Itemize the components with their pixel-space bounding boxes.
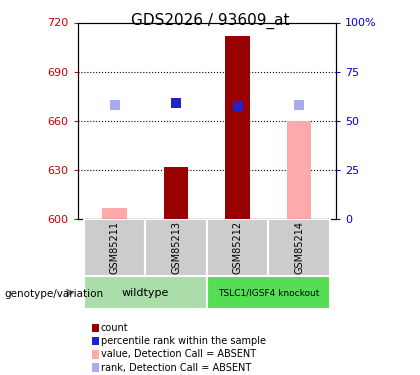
Point [111,102,118,108]
Text: percentile rank within the sample: percentile rank within the sample [101,336,266,346]
Text: value, Detection Call = ABSENT: value, Detection Call = ABSENT [101,350,256,359]
Bar [207,276,330,309]
Text: GSM85214: GSM85214 [294,221,304,274]
Bar [102,208,127,219]
Bar [225,36,250,219]
Text: GDS2026 / 93609_at: GDS2026 / 93609_at [131,13,289,29]
Bar [207,219,268,276]
Bar [164,167,189,219]
Point [296,102,302,108]
Text: GSM85213: GSM85213 [171,221,181,274]
Text: rank, Detection Call = ABSENT: rank, Detection Call = ABSENT [101,363,251,372]
Text: TSLC1/IGSF4 knockout: TSLC1/IGSF4 knockout [218,288,319,297]
Bar [145,219,207,276]
Bar [287,121,311,219]
Bar [268,219,330,276]
Bar [84,219,145,276]
Text: count: count [101,323,129,333]
Text: GSM85211: GSM85211 [110,221,120,274]
Text: wildtype: wildtype [122,288,169,297]
Point [173,100,179,106]
Point [234,103,241,109]
Text: GSM85212: GSM85212 [233,221,243,274]
Bar [84,276,207,309]
Text: genotype/variation: genotype/variation [4,290,103,299]
